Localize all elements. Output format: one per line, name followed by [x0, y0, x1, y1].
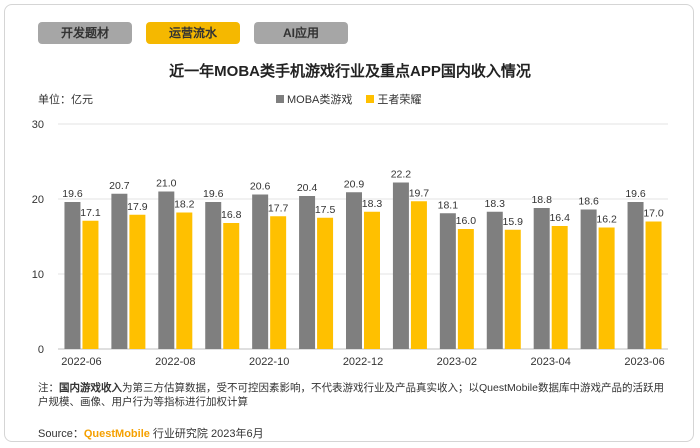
bar-honor	[457, 229, 474, 349]
data-label: 16.0	[456, 215, 477, 227]
bar-honor	[223, 223, 240, 349]
data-label: 20.7	[109, 180, 130, 192]
data-label: 17.9	[127, 201, 148, 213]
data-label: 18.3	[362, 198, 383, 210]
bar-honor	[551, 226, 568, 349]
footnote: 注：国内游戏收入为第三方估算数据，受不可控因素影响，不代表游戏行业及产品真实收入…	[38, 381, 668, 409]
data-label: 18.6	[578, 196, 599, 208]
data-label: 21.0	[156, 178, 177, 190]
x-tick-label: 2023-04	[531, 356, 571, 368]
note-prefix: 注：	[38, 382, 59, 394]
bar-honor	[645, 221, 662, 349]
bar-moba	[392, 182, 409, 349]
data-label: 19.6	[203, 188, 224, 200]
x-tick-label: 2022-10	[249, 356, 289, 368]
y-tick-label: 20	[32, 194, 44, 206]
source-suffix: 行业研究院 2023年6月	[149, 428, 264, 440]
data-label: 20.9	[344, 178, 365, 190]
note-text: 为第三方估算数据，受不可控因素影响，不代表游戏行业及产品真实收入；以QuestM…	[38, 382, 664, 408]
data-label: 22.2	[391, 169, 412, 181]
x-tick-label: 2023-06	[624, 356, 664, 368]
bar-moba	[533, 208, 550, 349]
data-label: 17.0	[643, 208, 664, 220]
data-label: 18.1	[438, 199, 459, 211]
legend-swatch-honor	[366, 95, 375, 103]
card-frame	[4, 4, 694, 442]
data-label: 19.7	[409, 187, 430, 199]
data-label: 16.2	[596, 214, 617, 226]
legend-swatch-moba	[276, 95, 284, 103]
legend-item-moba: MOBA类游戏	[276, 91, 352, 107]
data-label: 15.9	[503, 216, 524, 228]
data-label: 20.6	[250, 181, 271, 193]
data-label: 20.4	[297, 182, 318, 194]
data-label: 18.2	[174, 199, 195, 211]
data-label: 19.6	[625, 188, 646, 200]
bar-moba	[205, 202, 222, 349]
bar-honor	[129, 214, 146, 349]
tab-revenue[interactable]: 运营流水	[146, 22, 240, 44]
bar-honor	[598, 227, 615, 349]
bar-moba	[64, 202, 81, 349]
data-label: 17.7	[268, 202, 289, 214]
x-tick-label: 2022-08	[155, 356, 195, 368]
bar-moba	[158, 191, 175, 349]
bar-moba	[252, 194, 269, 349]
bar-moba	[439, 213, 456, 349]
tab-topic[interactable]: 开发题材	[38, 22, 132, 44]
bar-honor	[270, 216, 287, 349]
x-tick-label: 2022-12	[343, 356, 383, 368]
legend-label-moba: MOBA类游戏	[287, 94, 353, 106]
bar-moba	[627, 202, 644, 349]
chart-title: 近一年MOBA类手机游戏行业及重点APP国内收入情况	[169, 63, 531, 80]
data-label: 19.6	[62, 188, 83, 200]
data-label: 18.8	[531, 194, 552, 206]
bar-honor	[504, 229, 521, 349]
bar-honor	[176, 212, 193, 349]
bar-moba	[299, 196, 316, 349]
bar-honor	[317, 217, 334, 349]
y-tick-label: 30	[32, 119, 44, 131]
data-label: 17.1	[80, 207, 101, 219]
bar-moba	[580, 209, 597, 349]
source-prefix: Source：	[38, 428, 84, 440]
tab-bar: 开发题材 运营流水 AI应用	[38, 22, 348, 44]
y-tick-label: 10	[32, 269, 44, 281]
source-brand: QuestMobile	[83, 428, 150, 440]
tab-ai[interactable]: AI应用	[254, 22, 348, 44]
data-label: 18.3	[485, 198, 506, 210]
note-bold: 国内游戏收入	[59, 382, 122, 394]
source-line: Source：QuestMobile 行业研究院 2023年6月	[38, 425, 264, 441]
data-label: 16.8	[221, 209, 242, 221]
bar-moba	[486, 211, 503, 349]
y-tick-label: 0	[38, 344, 44, 356]
bar-moba	[111, 193, 128, 349]
data-label: 17.5	[315, 204, 336, 216]
chart-legend: MOBA类游戏 王者荣耀	[276, 91, 421, 107]
bar-honor	[364, 211, 380, 349]
x-tick-label: 2023-02	[437, 356, 477, 368]
bar-moba	[346, 192, 362, 349]
data-label: 16.4	[549, 212, 570, 224]
x-tick-label: 2022-06	[61, 356, 101, 368]
bar-honor	[410, 201, 427, 349]
legend-item-honor: 王者荣耀	[366, 91, 421, 107]
unit-label: 单位：亿元	[38, 94, 93, 106]
bar-honor	[82, 220, 99, 349]
legend-label-honor: 王者荣耀	[377, 94, 422, 106]
